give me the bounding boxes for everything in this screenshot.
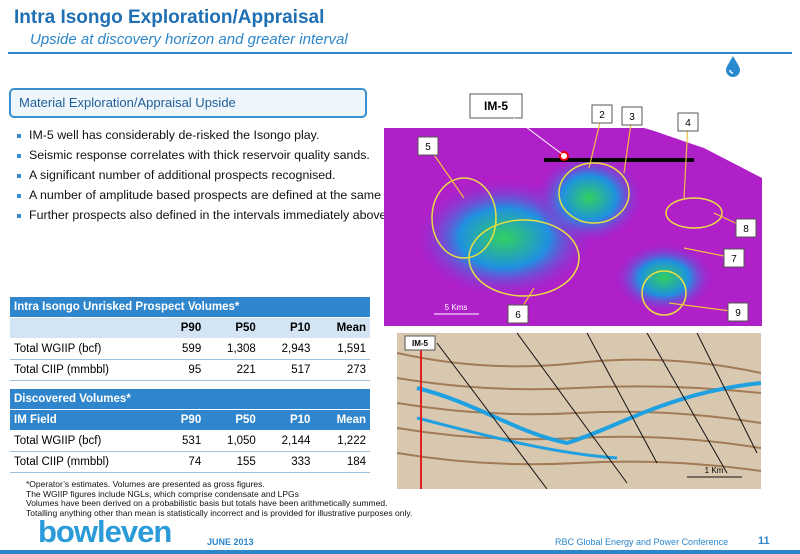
column-header: P50 bbox=[205, 409, 260, 431]
prospect-label: 9 bbox=[735, 308, 741, 319]
map-scale: 5 Kms bbox=[445, 303, 468, 312]
prospect-map: IM-5 2 3 4 5 6 7 8 9 5 Kms bbox=[384, 88, 762, 326]
table-cell: 517 bbox=[259, 359, 315, 381]
table-cell: 1,050 bbox=[205, 430, 260, 452]
logo: bowleven bbox=[38, 514, 172, 549]
bullet: A number of amplitude based prospects ar… bbox=[16, 188, 589, 203]
prospect-label: 5 bbox=[425, 142, 431, 153]
table-cell: 2,144 bbox=[259, 430, 315, 452]
header-rule bbox=[8, 52, 792, 54]
table-title: Discovered Volumes* bbox=[10, 389, 370, 410]
page-number: 11 bbox=[758, 535, 770, 547]
prospect-table: Intra Isongo Unrisked Prospect Volumes* P… bbox=[10, 297, 370, 381]
table-cell: Total WGIIP (bcf) bbox=[10, 338, 163, 360]
table-cell: 221 bbox=[205, 359, 260, 381]
table-cell: Total CIIP (mmbbl) bbox=[10, 451, 163, 473]
title: Intra Isongo Exploration/Appraisal bbox=[14, 7, 325, 28]
column-header: P10 bbox=[259, 409, 315, 431]
drop-icon bbox=[726, 56, 740, 77]
callout-box: Material Exploration/Appraisal Upside bbox=[9, 88, 367, 118]
callout-line bbox=[683, 121, 689, 199]
table-title-row: Intra Isongo Unrisked Prospect Volumes* bbox=[10, 297, 370, 318]
map-well-label: IM-5 bbox=[484, 99, 508, 113]
column-header: IM Field bbox=[10, 409, 163, 431]
footnote: Volumes have been derived on a probabili… bbox=[26, 498, 388, 509]
table-cell: 155 bbox=[205, 451, 260, 473]
table-cell: 1,591 bbox=[314, 338, 370, 360]
table-cell: 531 bbox=[162, 430, 206, 452]
prospect-label: 4 bbox=[685, 118, 691, 129]
footnotes: *Operator’s estimates. Volumes are prese… bbox=[26, 479, 413, 518]
bullet: Further prospects also defined in the in… bbox=[16, 208, 665, 223]
bullet: A significant number of additional prosp… bbox=[16, 168, 366, 183]
table-cell: 95 bbox=[162, 359, 206, 381]
column-header-row: P90 P50 P10 Mean bbox=[10, 317, 370, 339]
prospect-label: 3 bbox=[629, 112, 635, 123]
table-cell: 599 bbox=[162, 338, 206, 360]
table-cell: 74 bbox=[162, 451, 206, 473]
seismic-scale: 1 Km bbox=[705, 466, 724, 475]
prospect-box bbox=[727, 302, 749, 322]
column-header-row: IM Field P90 P50 P10 Mean bbox=[10, 409, 370, 431]
column-header-blank bbox=[10, 317, 163, 339]
table-cell: Total CIIP (mmbbl) bbox=[10, 359, 163, 381]
prospect-box bbox=[723, 248, 745, 268]
discovered-table: Discovered Volumes* IM Field P90 P50 P10 Mean… bbox=[10, 389, 370, 473]
prospect-box bbox=[591, 104, 613, 124]
footer-event: RBC Global Energy and Power Conference bbox=[555, 537, 729, 547]
bullet-list: IM-5 well has considerably de-risked the… bbox=[16, 128, 665, 228]
table-row: Total WGIIP (bcf) 599 1,308 2,943 1,591 bbox=[10, 338, 370, 360]
table-row: Total CIIP (mmbbl) 74 155 333 184 bbox=[10, 451, 370, 473]
prospect-box bbox=[621, 106, 643, 126]
prospect-box bbox=[677, 112, 699, 132]
footnote: The WGIIP figures include NGLs, which co… bbox=[26, 488, 299, 499]
footnote: *Operator’s estimates. Volumes are prese… bbox=[26, 479, 265, 489]
footer-rule bbox=[0, 550, 800, 554]
bullet: IM-5 well has considerably de-risked the… bbox=[16, 128, 366, 143]
column-header: P10 bbox=[259, 317, 315, 339]
column-header: P90 bbox=[162, 409, 206, 431]
table-row: Total CIIP (mmbbl) 95 221 517 273 bbox=[10, 359, 370, 381]
table-cell: 184 bbox=[314, 451, 370, 473]
column-header: P90 bbox=[162, 317, 206, 339]
table-cell: 273 bbox=[314, 359, 370, 381]
prospect-box bbox=[507, 304, 529, 324]
prospect-label: 7 bbox=[731, 254, 737, 265]
prospect-box bbox=[417, 136, 439, 156]
table-cell: Total WGIIP (bcf) bbox=[10, 430, 163, 452]
table-cell: 1,308 bbox=[205, 338, 260, 360]
footnote: Totalling anything other than mean is st… bbox=[26, 507, 413, 518]
prospect-box bbox=[735, 218, 757, 238]
bullet: Seismic response correlates with thick r… bbox=[16, 148, 370, 163]
footer-date: JUNE 2013 bbox=[207, 537, 254, 547]
table-title-row: Discovered Volumes* bbox=[10, 389, 370, 410]
prospect-label: 6 bbox=[515, 310, 521, 321]
prospect-label: 2 bbox=[599, 110, 605, 121]
column-header: P50 bbox=[205, 317, 260, 339]
table-cell: 2,943 bbox=[259, 338, 315, 360]
callout-line bbox=[668, 302, 739, 313]
column-header: Mean bbox=[314, 409, 370, 431]
prospect-label: 8 bbox=[743, 224, 749, 235]
table-title: Intra Isongo Unrisked Prospect Volumes* bbox=[10, 297, 370, 318]
subtitle: Upside at discovery horizon and greater … bbox=[30, 31, 348, 48]
seismic-section: IM-5 1 Km bbox=[397, 333, 761, 489]
table-row: Total WGIIP (bcf) 531 1,050 2,144 1,222 bbox=[10, 430, 370, 452]
table-cell: 333 bbox=[259, 451, 315, 473]
seismic-well-label: IM-5 bbox=[412, 339, 429, 348]
table-cell: 1,222 bbox=[314, 430, 370, 452]
column-header: Mean bbox=[314, 317, 370, 339]
